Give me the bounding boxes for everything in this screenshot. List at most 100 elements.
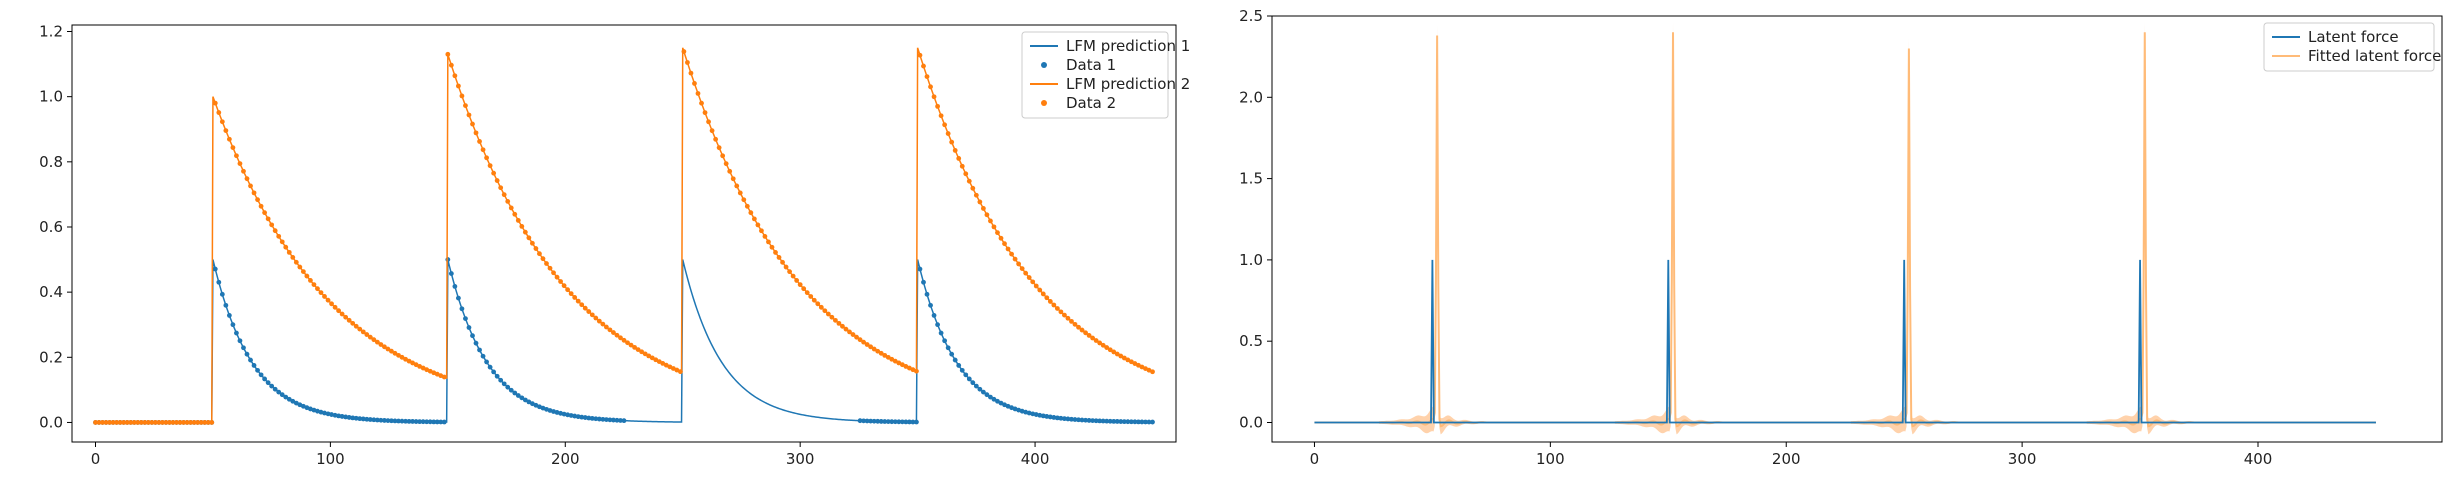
data-2-point bbox=[878, 350, 884, 356]
data-1-point bbox=[487, 364, 493, 370]
data-1-point bbox=[1079, 417, 1085, 423]
data-1-point bbox=[875, 418, 881, 424]
data-1-point bbox=[956, 363, 962, 368]
data-1-point bbox=[234, 330, 239, 336]
data-1-point bbox=[1093, 418, 1099, 424]
data-1-point bbox=[357, 416, 363, 422]
data-1-point bbox=[1062, 416, 1067, 422]
data-2-point bbox=[942, 122, 948, 128]
data-1-point bbox=[575, 414, 581, 420]
data-2-point bbox=[582, 305, 588, 311]
data-2-point bbox=[325, 297, 331, 303]
data-1-point bbox=[494, 373, 500, 379]
data-2-point bbox=[998, 235, 1004, 241]
data-1-point bbox=[237, 338, 243, 344]
data-2-point bbox=[353, 323, 359, 329]
data-2-point bbox=[262, 210, 268, 216]
data-2-point bbox=[135, 420, 141, 425]
data-1-point bbox=[248, 357, 253, 363]
data-2-point bbox=[332, 304, 338, 310]
data-1-point bbox=[480, 353, 486, 359]
data-2-point bbox=[935, 103, 940, 109]
data-2-point bbox=[885, 354, 891, 360]
data-1-point bbox=[427, 419, 433, 425]
data-2-point bbox=[871, 346, 877, 352]
data-1-point bbox=[935, 322, 940, 328]
data-2-point bbox=[459, 93, 465, 99]
fitted-force-uncertainty-band bbox=[1314, 21, 2376, 435]
data-2-point bbox=[921, 63, 926, 69]
data-1-point bbox=[614, 417, 620, 423]
data-1-point bbox=[491, 369, 497, 375]
data-2-point bbox=[854, 334, 859, 340]
series-latent-force bbox=[1314, 259, 2376, 424]
plot-frame bbox=[1271, 15, 2443, 443]
data-2-point bbox=[565, 287, 571, 293]
data-2-point bbox=[515, 218, 521, 223]
legend-box bbox=[2263, 22, 2435, 72]
x-tick-label: 0 bbox=[91, 450, 101, 468]
legend-label: Data 2 bbox=[1066, 94, 1116, 112]
y-tick-label: 1.2 bbox=[39, 23, 63, 41]
data-2-point bbox=[198, 420, 204, 425]
data-2-point bbox=[991, 224, 997, 230]
data-2-point bbox=[540, 256, 546, 262]
data-2-point bbox=[181, 420, 186, 425]
data-1-point bbox=[966, 376, 972, 382]
data-1-point bbox=[582, 415, 588, 420]
data-1-point bbox=[931, 313, 937, 318]
data-1-point bbox=[360, 416, 366, 422]
data-2-point bbox=[241, 168, 246, 174]
data-2-point bbox=[466, 112, 472, 118]
data-2-point bbox=[290, 255, 296, 260]
data-2-point bbox=[822, 308, 828, 314]
data-2-point bbox=[293, 259, 299, 265]
data-1-point bbox=[290, 398, 296, 404]
data-2-point bbox=[1079, 327, 1085, 333]
data-1-point bbox=[1118, 419, 1124, 424]
data-2-point bbox=[963, 171, 969, 177]
x-tick-label: 300 bbox=[786, 450, 815, 468]
data-2-point bbox=[850, 332, 856, 337]
data-1-point bbox=[212, 266, 218, 272]
data-1-point bbox=[230, 322, 236, 328]
data-2-point bbox=[748, 210, 754, 216]
data-1-point bbox=[350, 415, 356, 421]
data-2-point bbox=[441, 374, 447, 380]
data-2-point bbox=[177, 420, 183, 425]
y-tick-label: 2.0 bbox=[1239, 88, 1263, 106]
data-1-point bbox=[219, 291, 225, 297]
data-2-point bbox=[304, 273, 310, 279]
data-1-point bbox=[878, 419, 884, 424]
data-1-point bbox=[1143, 419, 1148, 425]
data-2-point bbox=[188, 420, 194, 425]
data-2-point bbox=[621, 337, 627, 343]
data-2-point bbox=[191, 420, 197, 425]
data-1-point bbox=[917, 266, 923, 272]
legend-label: LFM prediction 1 bbox=[1066, 37, 1190, 55]
data-2-point bbox=[357, 326, 363, 332]
data-2-point bbox=[480, 147, 486, 153]
data-2-point bbox=[138, 420, 144, 425]
data-2-point bbox=[625, 340, 630, 346]
data-2-point bbox=[382, 344, 387, 350]
data-2-point bbox=[811, 297, 817, 303]
data-2-point bbox=[498, 185, 504, 191]
data-1-point bbox=[241, 345, 246, 351]
data-1-point bbox=[910, 419, 916, 425]
data-2-point bbox=[167, 420, 172, 425]
data-1-point bbox=[607, 417, 613, 423]
data-1-point bbox=[980, 389, 986, 395]
data-2-point bbox=[780, 259, 785, 265]
data-1-point bbox=[420, 419, 426, 425]
data-2-point bbox=[364, 332, 370, 337]
data-2-point bbox=[723, 161, 729, 167]
data-1-point bbox=[1150, 419, 1155, 425]
data-1-point bbox=[924, 291, 930, 297]
data-2-point bbox=[1100, 342, 1106, 348]
legend-label: LFM prediction 2 bbox=[1066, 75, 1190, 93]
data-1-point bbox=[1054, 415, 1060, 421]
data-2-point bbox=[692, 81, 697, 86]
